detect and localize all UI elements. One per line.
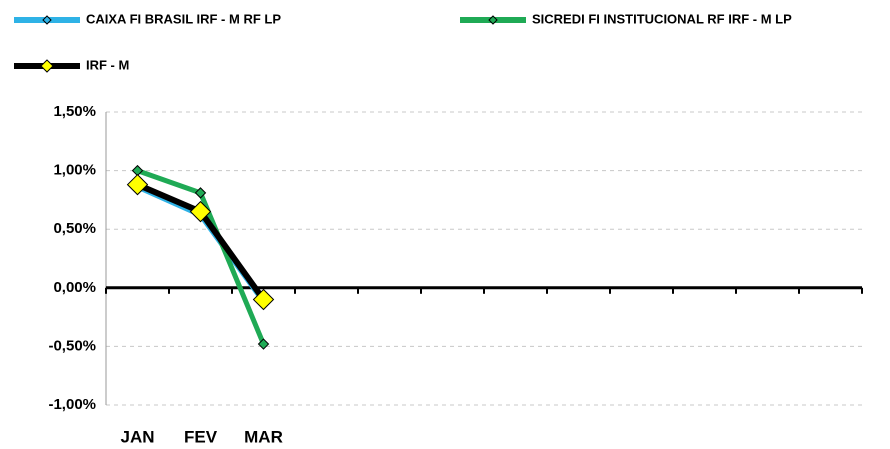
x-tick-label: JAN	[120, 427, 154, 446]
y-tick-label: -1,00%	[48, 396, 96, 413]
point-marker	[189, 200, 212, 223]
legend-label: CAIXA FI BRASIL IRF - M RF LP	[86, 11, 281, 26]
y-tick-label: 1,50%	[53, 103, 96, 120]
y-tick-label: -0,50%	[48, 337, 96, 354]
legend-marker	[42, 15, 52, 25]
point-marker	[194, 187, 207, 199]
y-tick-label: 1,00%	[53, 162, 96, 179]
legend-marker	[40, 59, 54, 73]
point-marker	[252, 288, 275, 311]
legend-label: IRF - M	[86, 57, 129, 72]
x-tick-label: MAR	[244, 427, 283, 446]
point-marker	[257, 338, 270, 350]
x-tick-label: FEV	[184, 427, 218, 446]
legend-label: SICREDI FI INSTITUCIONAL RF IRF - M LP	[532, 11, 792, 26]
y-tick-label: 0,00%	[53, 279, 96, 296]
y-tick-label: 0,50%	[53, 220, 96, 237]
legend-marker	[488, 15, 498, 25]
point-marker	[126, 173, 149, 196]
